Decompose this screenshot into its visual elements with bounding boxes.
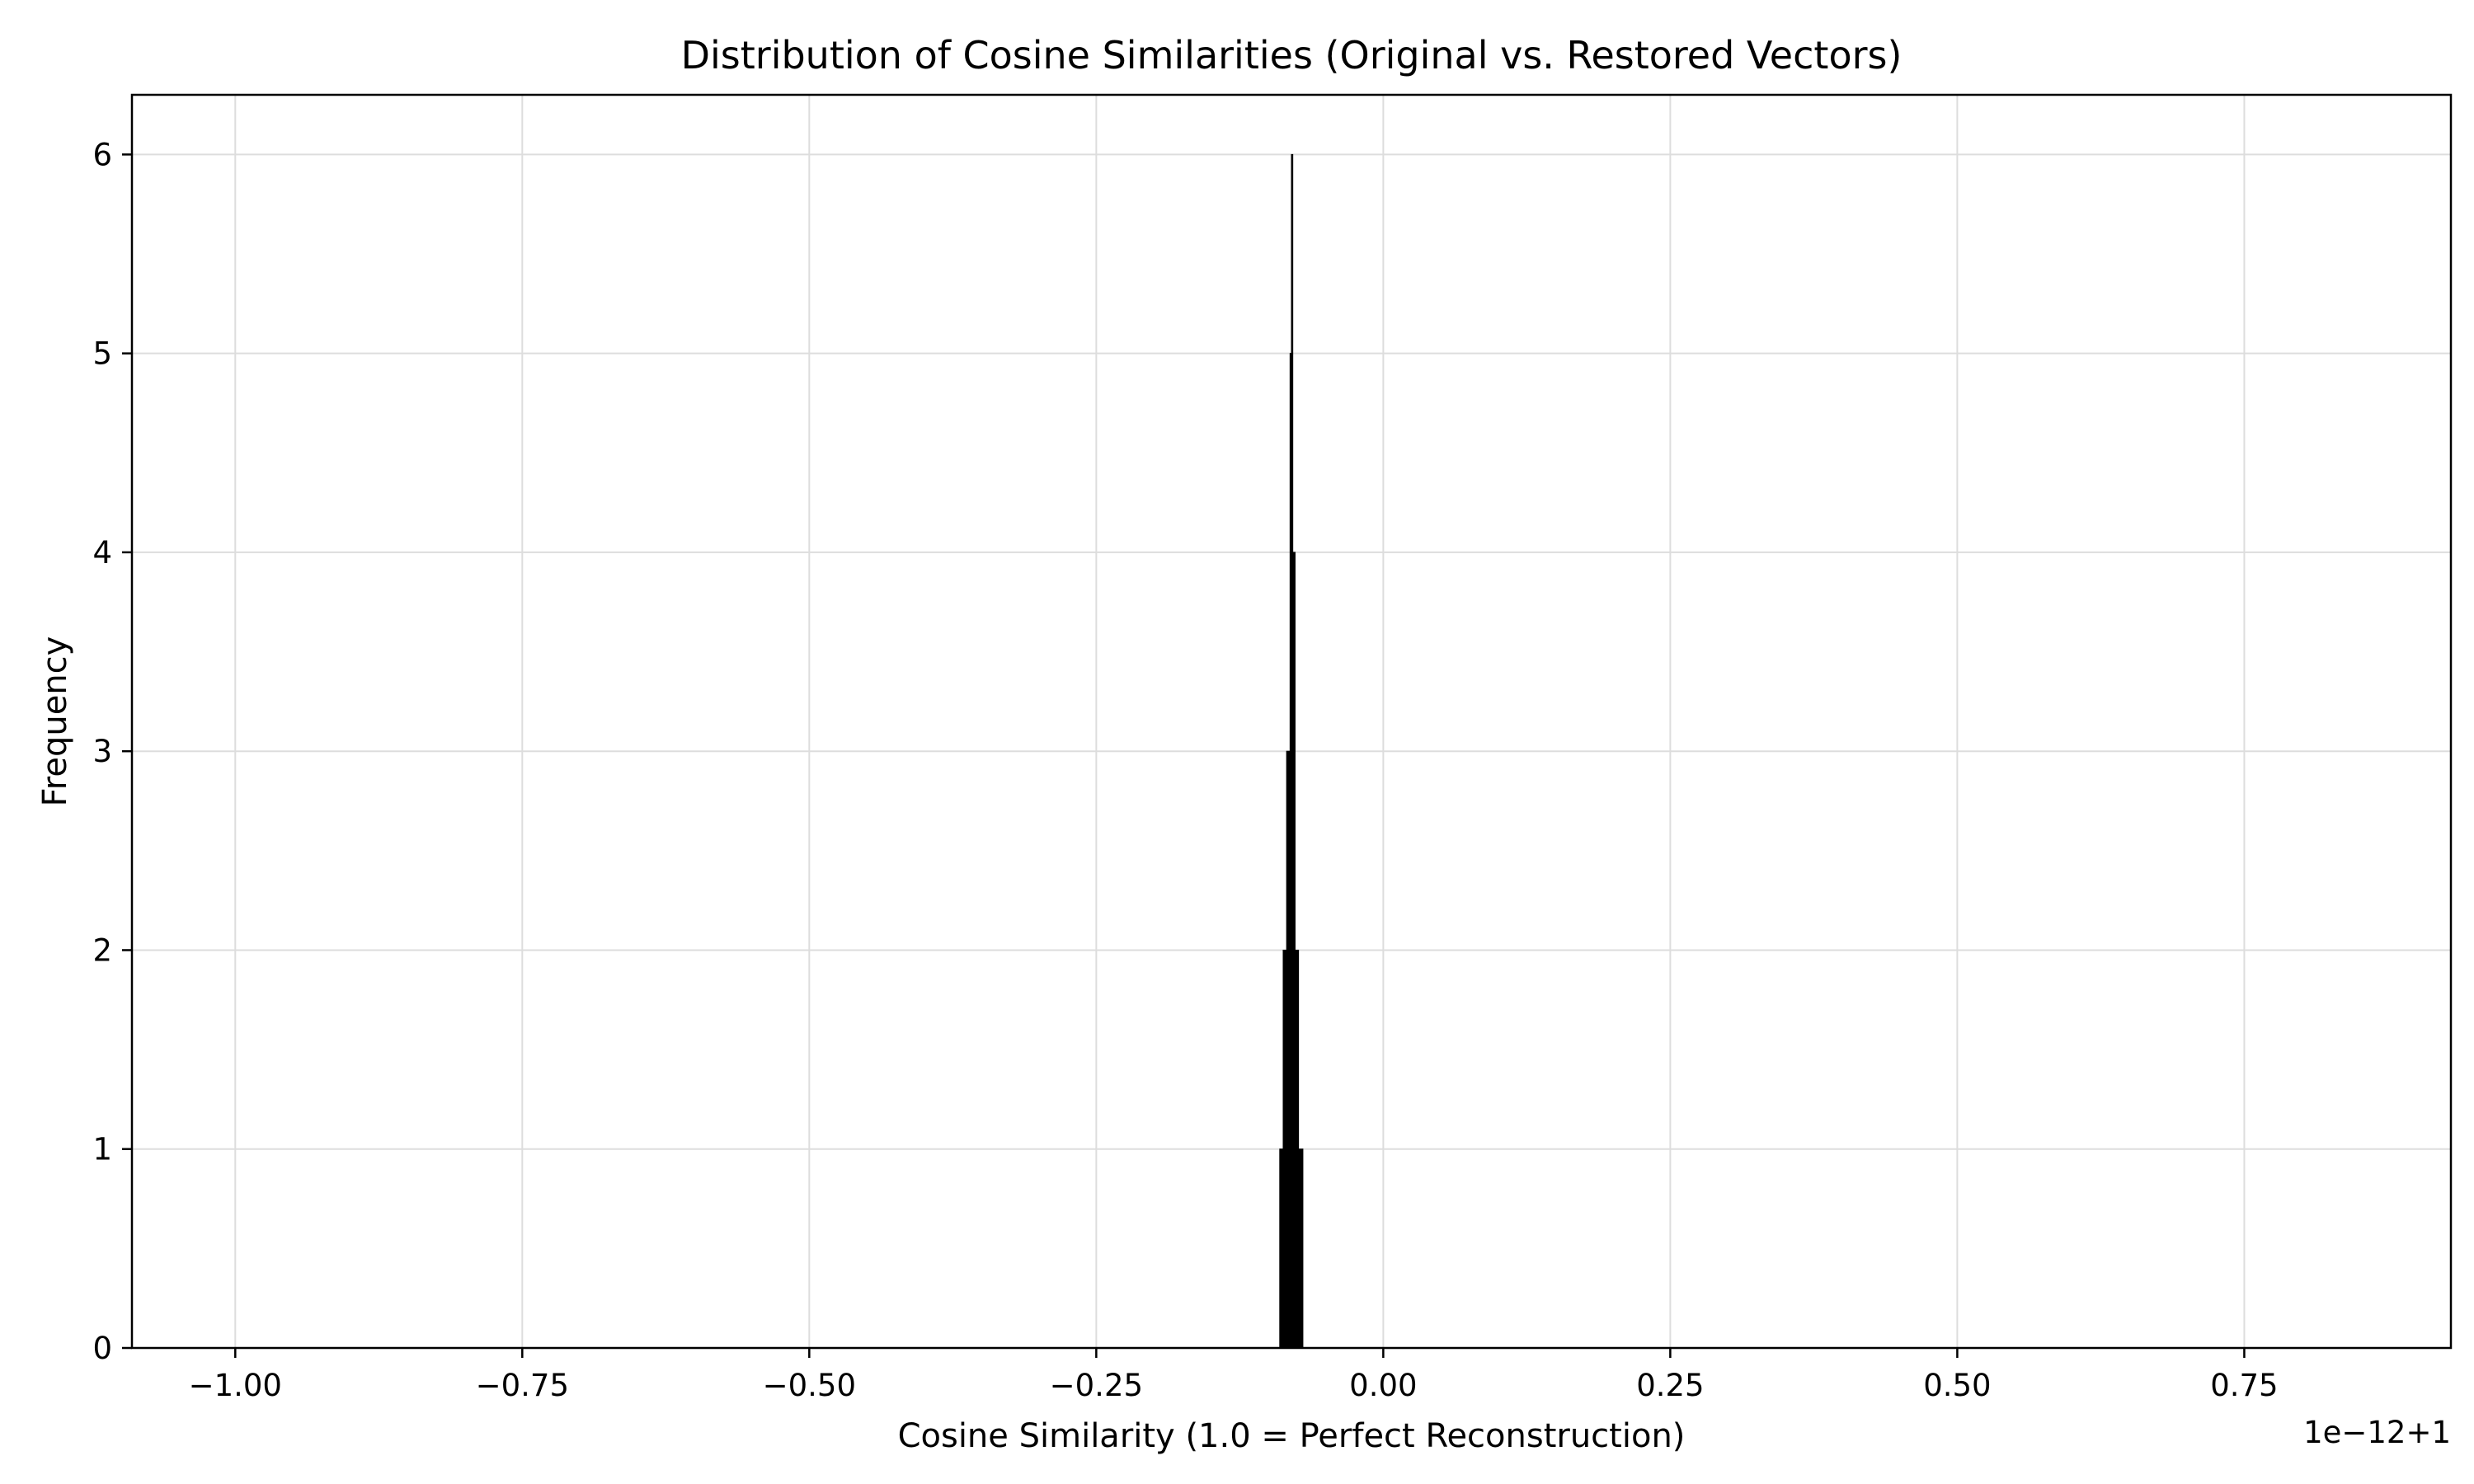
y-tick-label: 5 <box>92 336 112 372</box>
x-tick-label: −0.75 <box>476 1368 569 1403</box>
histogram-bar <box>1298 1148 1304 1349</box>
histogram-bar <box>1279 1148 1284 1349</box>
x-axis-label: Cosine Similarity (1.0 = Perfect Reconst… <box>898 1417 1686 1455</box>
x-tick-label: −1.00 <box>189 1368 282 1403</box>
x-tick-label: 0.50 <box>1923 1368 1991 1403</box>
x-tick-label: 0.00 <box>1349 1368 1417 1403</box>
plot-frame <box>130 93 2453 1350</box>
y-tick-label: 4 <box>92 535 112 571</box>
histogram-bars <box>1279 153 1304 1349</box>
y-tick-label: 6 <box>92 137 112 172</box>
y-tick-label: 3 <box>92 734 112 769</box>
chart-title: Distribution of Cosine Similarities (Ori… <box>681 33 1903 77</box>
x-tick-label: −0.25 <box>1050 1368 1143 1403</box>
x-tick-label: −0.50 <box>763 1368 856 1403</box>
x-axis-offset-label: 1e−12+1 <box>2303 1415 2451 1450</box>
x-tick-label: 0.25 <box>1636 1368 1704 1403</box>
axis-ticks: −1.00 −0.75 −0.50 −0.25 0.00 0.25 0.50 0.75 0 1 2 3… <box>92 137 2278 1403</box>
y-tick-label: 1 <box>92 1132 112 1167</box>
histogram-bar <box>1282 949 1287 1349</box>
y-tick-label: 2 <box>92 932 112 968</box>
y-tick-label: 0 <box>92 1331 112 1366</box>
y-axis-label: Frequency <box>36 636 74 807</box>
histogram-bar <box>1286 750 1291 1349</box>
histogram-bar <box>1294 949 1300 1349</box>
x-tick-label: 0.75 <box>2210 1368 2278 1403</box>
